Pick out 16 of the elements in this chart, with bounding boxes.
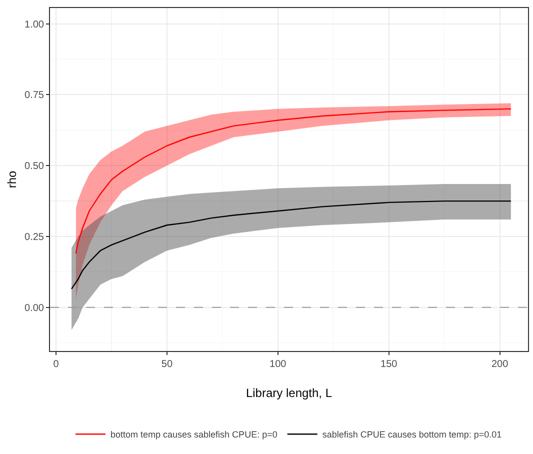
y-tick-label: 0.25 [24, 232, 44, 243]
y-tick-label: 1.00 [24, 19, 44, 30]
x-axis-title: Library length, L [246, 386, 332, 400]
x-tick-label: 100 [270, 359, 287, 370]
y-tick-label: 0.50 [24, 161, 44, 172]
legend-label: bottom temp causes sablefish CPUE: p=0 [110, 430, 278, 440]
y-axis-title: rho [5, 170, 19, 188]
y-tick-label: 0.00 [24, 302, 44, 314]
x-tick-label: 200 [491, 359, 509, 370]
y-tick-label: 0.75 [24, 90, 44, 102]
legend-label: sablefish CPUE causes bottom temp: p=0.01 [322, 430, 502, 440]
x-tick-label: 150 [380, 359, 398, 370]
x-tick-label: 50 [161, 359, 173, 370]
x-tick-label: 0 [53, 359, 60, 370]
line-series [75, 108, 512, 254]
line-series [70, 200, 512, 290]
